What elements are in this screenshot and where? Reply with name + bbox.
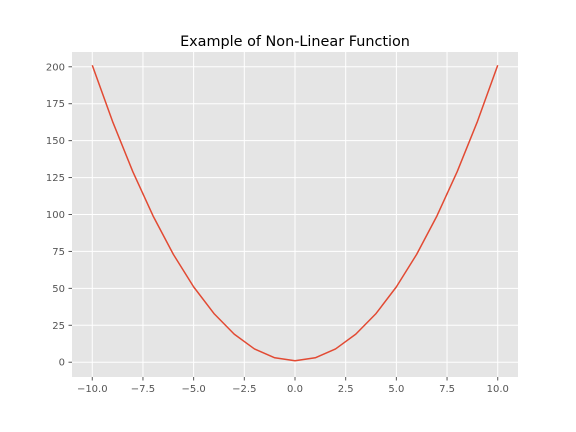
y-tick-label: 125 (46, 173, 65, 184)
y-tick-label: 75 (52, 247, 65, 258)
x-tick-label: 0.0 (287, 384, 303, 395)
x-tick-label: −10.0 (77, 384, 108, 395)
y-tick-label: 25 (52, 321, 65, 332)
x-tick-label: 10.0 (487, 384, 509, 395)
y-tick-label: 100 (46, 210, 65, 221)
x-tick-label: 5.0 (388, 384, 404, 395)
chart-title: Example of Non-Linear Function (180, 34, 410, 50)
y-tick-label: 200 (46, 62, 65, 73)
y-tick-label: 175 (46, 99, 65, 110)
series-group (91, 65, 499, 362)
x-axis: −10.0 −7.5 −5.0 −2.5 0.0 2.5 5.0 7.5 10.0 (77, 377, 509, 395)
y-tick-label: 150 (46, 136, 65, 147)
x-tick-label: 7.5 (439, 384, 455, 395)
y-tick-label: 50 (52, 284, 65, 295)
series-line (91, 65, 499, 362)
x-tick-label: −5.0 (181, 384, 205, 395)
x-tick-label: 2.5 (338, 384, 354, 395)
grid (72, 52, 518, 377)
x-tick-label: −7.5 (131, 384, 155, 395)
y-tick-label: 0 (59, 358, 65, 369)
y-axis: 0 25 50 75 100 125 150 175 200 (46, 62, 72, 369)
x-tick-label: −2.5 (232, 384, 256, 395)
